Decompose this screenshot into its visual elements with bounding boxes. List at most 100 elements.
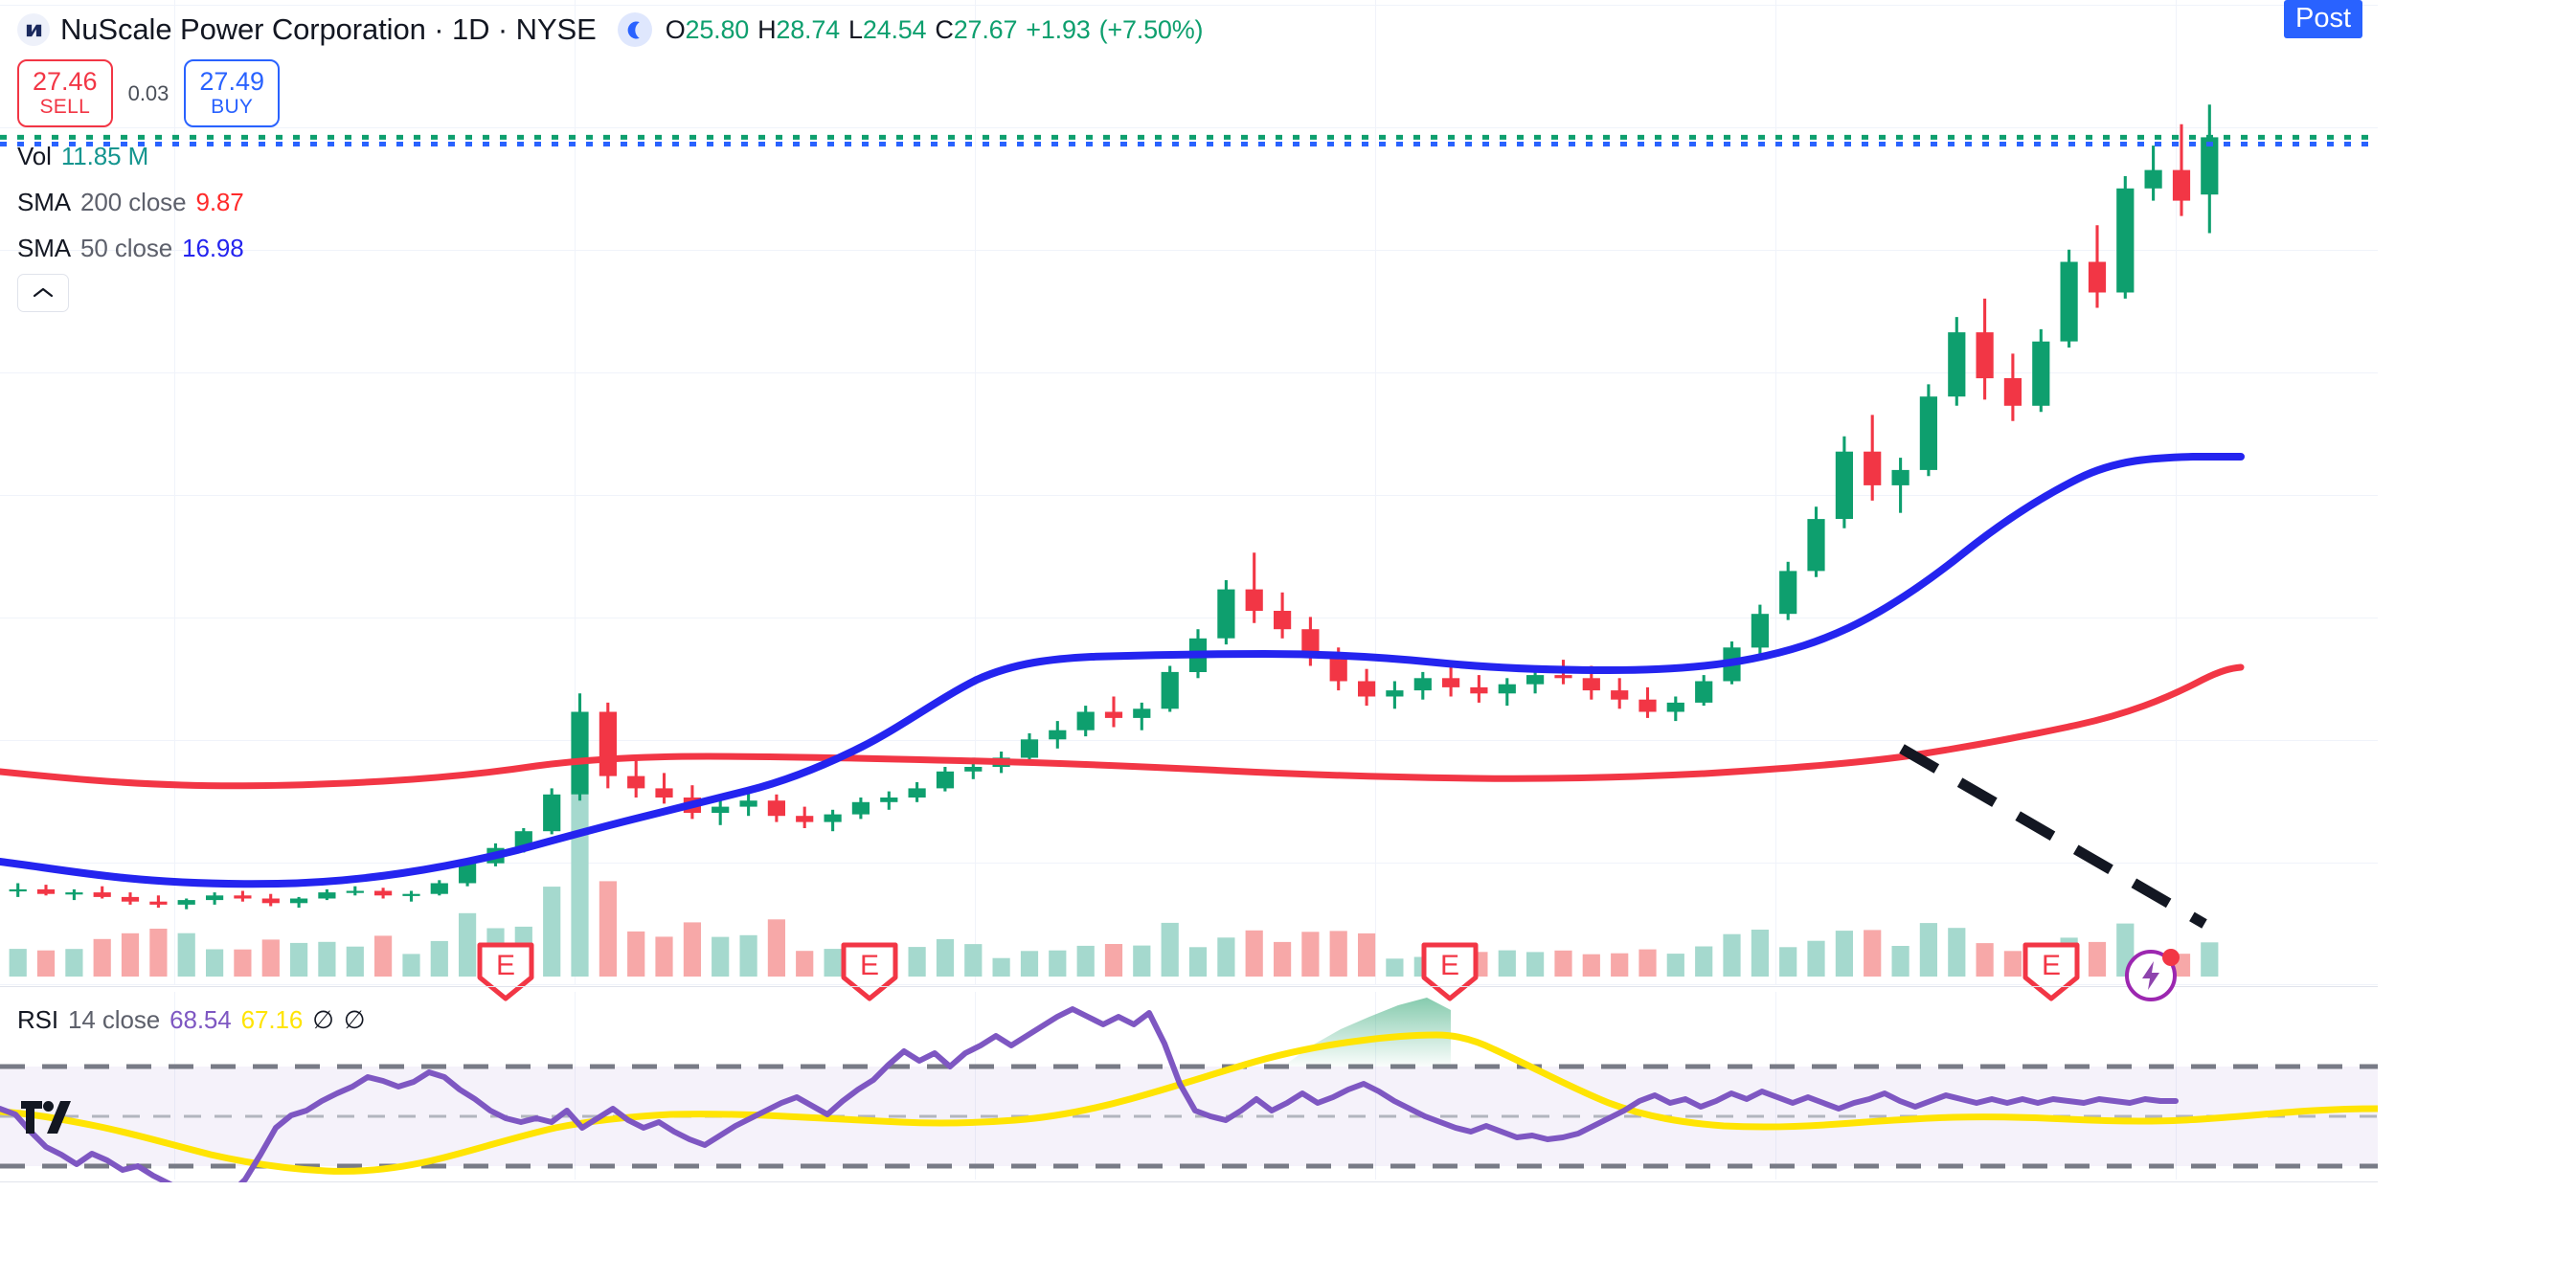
volume-bar — [36, 950, 56, 977]
rsi-overbought-fill — [1288, 998, 1451, 1067]
candle-body — [290, 898, 308, 904]
post-market-badge: Post — [2284, 0, 2363, 38]
sma200-line — [0, 663, 2245, 790]
candle-body — [1976, 332, 1994, 379]
collapse-legend-button[interactable] — [17, 274, 69, 312]
candle-body — [543, 794, 561, 832]
pane-divider-bottom[interactable] — [0, 1181, 2576, 1182]
earnings-marker[interactable]: E — [841, 942, 898, 1001]
volume-bar — [599, 881, 617, 977]
candle-body — [318, 892, 336, 899]
legend-sma50-args: 50 close — [80, 234, 173, 262]
rsi-line — [0, 1006, 2179, 1209]
chart-header: NuScale Power Corporation · 1D · NYSE O2… — [0, 0, 2576, 59]
earnings-marker-label: E — [860, 950, 879, 981]
volume-bar — [9, 949, 27, 977]
nuscale-logo-icon — [17, 13, 50, 46]
volume-bar — [796, 951, 814, 977]
earnings-marker[interactable]: E — [1421, 942, 1479, 1001]
candle-body — [1526, 675, 1545, 685]
legend-rsi-args: 14 close — [68, 1005, 161, 1034]
volume-bar — [1188, 947, 1208, 977]
candle-body — [2201, 137, 2219, 195]
gridline-vertical — [174, 0, 175, 984]
price-axis[interactable] — [2378, 0, 2576, 1281]
candle-body — [1217, 589, 1235, 639]
candle-body — [1245, 589, 1263, 611]
volume-bar — [712, 936, 730, 977]
volume-bars — [9, 795, 2219, 977]
legend-sma200-args: 200 close — [80, 188, 187, 216]
time-axis[interactable] — [0, 1182, 2576, 1281]
volume-bar — [430, 940, 448, 977]
volume-bar — [121, 933, 140, 977]
volume-bar — [346, 946, 364, 977]
candle-body — [346, 890, 364, 893]
candlestick-series — [9, 104, 2219, 910]
buy-button[interactable]: 27.49 BUY — [184, 59, 280, 128]
candle-body — [177, 900, 195, 905]
legend-sma50[interactable]: SMA 50 close 16.98 — [17, 234, 244, 263]
candle-body — [9, 888, 27, 892]
volume-bar — [739, 934, 757, 977]
buy-sell-widget: 27.46 SELL 0.03 27.49 BUY — [17, 59, 280, 128]
alert-bolt-button[interactable] — [2122, 943, 2183, 1009]
candle-body — [2144, 169, 2162, 189]
volume-bar — [1666, 954, 1684, 977]
candle-body — [206, 895, 224, 901]
candle-body — [2032, 341, 2050, 406]
candle-body — [1554, 675, 1572, 679]
candle-body — [36, 888, 56, 894]
volume-bar — [1049, 950, 1067, 977]
candle-body — [1891, 469, 1909, 485]
volume-bar — [1554, 950, 1572, 977]
symbol-title[interactable]: NuScale Power Corporation · 1D · NYSE — [60, 12, 597, 46]
buy-label: BUY — [211, 96, 254, 119]
earnings-marker[interactable]: E — [2022, 942, 2080, 1001]
candle-body — [2060, 261, 2078, 342]
candle-body — [1666, 702, 1684, 712]
candle-body — [1864, 451, 1882, 485]
candle-body — [627, 775, 645, 789]
candle-body — [149, 901, 168, 905]
ohlc-change: +1.93 — [1026, 14, 1091, 44]
candle-body — [2088, 261, 2107, 293]
candle-body — [1498, 684, 1516, 694]
gridline-vertical — [575, 992, 576, 1180]
candle-body — [1413, 678, 1432, 691]
gridline-vertical — [1775, 0, 1776, 984]
ohlc-values: O25.80 H28.74 L24.54 C27.67 +1.93 (+7.50%) — [666, 15, 1204, 45]
volume-bar — [1582, 954, 1600, 977]
volume-bar — [1076, 945, 1095, 977]
gridline-vertical — [2176, 992, 2177, 1180]
volume-bar — [1976, 943, 1994, 977]
buy-price: 27.49 — [199, 67, 264, 96]
volume-bar — [1020, 951, 1039, 977]
pane-divider[interactable] — [0, 986, 2576, 987]
legend-rsi[interactable]: RSI 14 close 68.54 67.16 ∅ ∅ — [17, 1005, 365, 1035]
sell-button[interactable]: 27.46 SELL — [17, 59, 113, 128]
candle-body — [1695, 681, 1713, 703]
volume-bar — [1161, 922, 1179, 977]
ohlc-low-label: L — [847, 14, 863, 44]
candle-body — [459, 863, 477, 884]
rsi-pane[interactable] — [0, 992, 2378, 1180]
volume-bar — [65, 949, 83, 977]
ohlc-low-value: 24.54 — [862, 14, 927, 44]
price-pane[interactable] — [0, 0, 2378, 985]
legend-sma50-name: SMA — [17, 234, 72, 262]
candle-body — [1582, 678, 1600, 691]
legend-volume[interactable]: Vol 11.85 M — [17, 142, 148, 171]
candle-body — [880, 798, 898, 802]
candle-body — [1020, 739, 1039, 758]
legend-sma200[interactable]: SMA 200 close 9.87 — [17, 188, 244, 217]
moon-icon[interactable] — [617, 12, 652, 47]
earnings-marker[interactable]: E — [477, 942, 534, 1001]
candle-body — [1386, 690, 1404, 697]
candle-body — [964, 767, 983, 772]
chevron-up-icon — [33, 287, 54, 298]
candle-body — [430, 883, 448, 894]
legend-sma50-value: 16.98 — [182, 234, 244, 262]
